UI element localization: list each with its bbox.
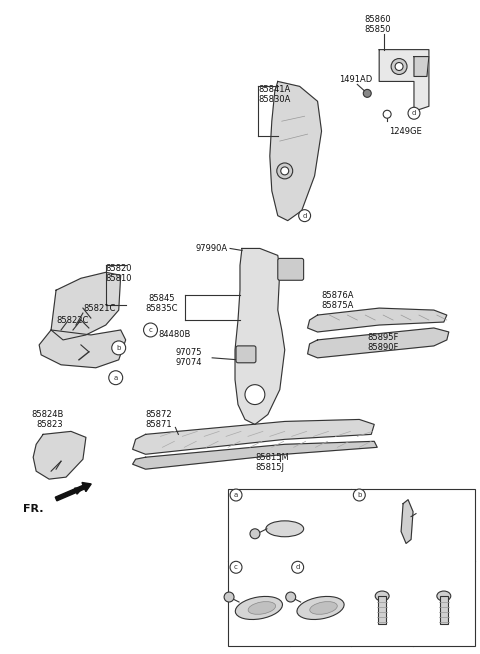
Text: 85890F: 85890F [367,343,398,353]
Circle shape [383,111,391,118]
Polygon shape [39,330,126,368]
Circle shape [408,107,420,119]
Text: d: d [412,111,416,116]
Text: 85824B: 85824B [31,410,63,419]
Polygon shape [132,419,374,455]
Text: 85875A: 85875A [322,301,354,309]
Polygon shape [379,50,429,111]
Circle shape [353,489,365,501]
Polygon shape [132,441,377,469]
Polygon shape [414,57,429,77]
Circle shape [395,63,403,71]
Text: d: d [302,213,307,218]
Circle shape [292,561,304,574]
FancyBboxPatch shape [236,346,256,363]
Text: 1125KB: 1125KB [428,563,460,572]
Circle shape [286,592,296,602]
Text: 85830A: 85830A [258,95,290,104]
Text: 97074: 97074 [175,358,202,368]
Text: d: d [296,564,300,570]
Text: 85871: 85871 [145,420,172,429]
Text: 85819L: 85819L [245,563,276,572]
Text: a: a [114,375,118,381]
Text: c: c [234,564,238,570]
Circle shape [224,592,234,602]
Text: 85823: 85823 [36,420,63,429]
Text: 85850: 85850 [364,26,391,34]
Text: a: a [234,492,238,498]
Text: 85820: 85820 [106,264,132,273]
Text: FR.: FR. [23,504,44,514]
Text: 85822C: 85822C [56,315,88,324]
Ellipse shape [310,602,337,614]
Text: 1125DB: 1125DB [365,563,399,572]
Polygon shape [308,328,449,358]
Text: b: b [357,492,361,498]
Polygon shape [270,82,322,220]
Ellipse shape [437,591,451,601]
Circle shape [112,341,126,355]
Text: 85848B: 85848B [307,562,336,571]
Polygon shape [401,500,413,543]
Text: 84480B: 84480B [158,330,191,339]
Text: 85821C: 85821C [83,303,115,313]
Ellipse shape [235,596,282,619]
Text: c: c [149,327,153,333]
Text: 84481A: 84481A [368,490,400,500]
Text: 1249GE: 1249GE [389,127,422,135]
Text: 85845: 85845 [148,294,175,303]
Text: 85841A: 85841A [258,85,290,94]
Text: 85876A: 85876A [322,290,354,300]
Circle shape [281,167,288,175]
Polygon shape [33,432,86,479]
Circle shape [277,163,293,179]
FancyArrow shape [55,483,91,501]
Ellipse shape [248,602,276,614]
Text: b: b [117,345,121,351]
Circle shape [230,489,242,501]
Polygon shape [51,272,120,340]
Circle shape [109,371,123,385]
Ellipse shape [297,596,344,619]
Text: 85835C: 85835C [145,303,178,313]
Bar [378,596,386,624]
Text: 85839F: 85839F [307,571,335,579]
Ellipse shape [266,521,304,537]
Text: 1491AD: 1491AD [339,75,372,84]
Circle shape [245,385,265,405]
Text: 85810: 85810 [106,274,132,283]
Text: 84481B: 84481B [245,490,277,500]
Text: 97990A: 97990A [195,244,228,253]
Circle shape [299,210,311,222]
Circle shape [250,529,260,539]
Text: 85895F: 85895F [367,334,398,343]
Text: 85815J: 85815J [255,462,284,472]
Circle shape [230,561,242,574]
Text: 97075: 97075 [175,349,202,357]
Circle shape [391,59,407,75]
Bar [228,489,475,646]
Bar [440,596,448,624]
FancyBboxPatch shape [278,258,304,281]
Circle shape [144,323,157,337]
Circle shape [363,90,371,97]
Text: 85872: 85872 [145,410,172,419]
Text: 85860: 85860 [364,15,391,24]
Ellipse shape [375,591,389,601]
Polygon shape [308,308,447,332]
Polygon shape [235,249,285,424]
Text: 85815M: 85815M [255,453,288,462]
